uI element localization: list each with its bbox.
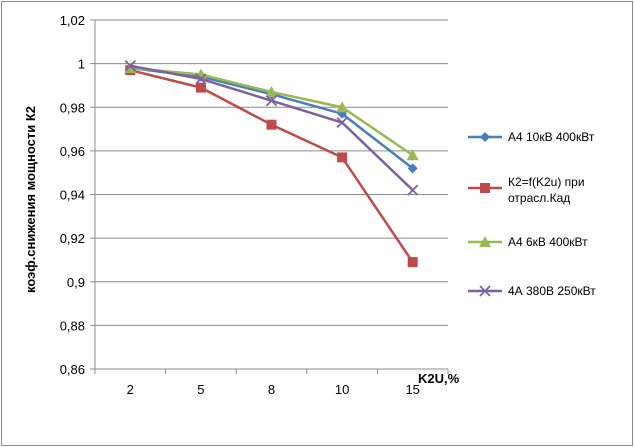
x-tick-label: 5 xyxy=(197,382,204,397)
data-point-stroke xyxy=(407,184,419,196)
data-point xyxy=(195,82,206,93)
series-4 xyxy=(124,60,419,196)
x-tick-label: 10 xyxy=(335,382,349,397)
x-axis-label: K2U,% xyxy=(418,371,460,386)
y-tick-label: 0,9 xyxy=(67,275,85,290)
data-point-stroke xyxy=(124,60,136,72)
legend-label: А4 6кВ 400кВт xyxy=(508,235,588,249)
data-point xyxy=(407,257,418,268)
data-point-stroke xyxy=(336,116,348,129)
x-tick-label: 2 xyxy=(127,382,134,397)
y-axis-label: коэф.снижения мощности К2 xyxy=(23,106,38,293)
data-point xyxy=(480,132,490,142)
y-tick-label: 0,94 xyxy=(60,188,85,203)
series-3 xyxy=(124,61,419,161)
legend-label: А4 10кВ 400кВт xyxy=(508,130,595,144)
data-point-stroke xyxy=(265,95,278,107)
data-point xyxy=(407,184,419,196)
y-tick-label: 0,96 xyxy=(60,144,85,159)
data-point xyxy=(336,101,349,113)
legend-label: 4А 380В 250кВт xyxy=(508,284,596,298)
data-point xyxy=(265,95,278,107)
legend-item: А4 10кВ 400кВт xyxy=(468,130,595,144)
legend: А4 10кВ 400кВт К2=f(K2u) при отрасл.Кад А4 … xyxy=(468,130,596,298)
data-point xyxy=(195,73,207,85)
y-tick-label: 0,88 xyxy=(60,318,85,333)
series-group xyxy=(124,60,419,268)
data-point xyxy=(479,285,491,297)
data-point xyxy=(265,85,278,97)
x-tick-labels: 2 5 8 10 15 xyxy=(127,382,420,397)
data-point-stroke xyxy=(479,285,491,297)
series-line xyxy=(130,66,414,170)
y-tick-label: 0,86 xyxy=(60,362,85,377)
data-point xyxy=(266,119,277,130)
data-point xyxy=(407,163,418,174)
data-point xyxy=(336,116,348,129)
legend-item: 4А 380В 250кВт xyxy=(468,284,596,298)
gridlines xyxy=(95,19,448,370)
y-tick-label: 0,92 xyxy=(60,231,85,246)
legend-label: К2=f(K2u) при отрасл.Кад xyxy=(508,175,585,205)
y-tick-labels: 0,86 0,88 0,9 0,92 0,94 0,96 0,98 1 1,02 xyxy=(60,13,85,377)
data-point xyxy=(124,61,137,73)
y-tick-label: 1,02 xyxy=(60,13,85,28)
y-tick-label: 0,98 xyxy=(60,100,85,115)
y-tick-label: 1 xyxy=(78,57,85,72)
data-point xyxy=(124,60,136,72)
x-tick-label: 8 xyxy=(268,382,275,397)
data-point-stroke xyxy=(195,73,207,85)
data-point xyxy=(480,183,490,193)
legend-item: К2=f(K2u) при отрасл.Кад xyxy=(468,175,585,205)
legend-item: А4 6кВ 400кВт xyxy=(468,235,588,249)
x-tick-label: 15 xyxy=(405,382,419,397)
data-point xyxy=(337,152,348,163)
data-point xyxy=(406,149,419,161)
axes xyxy=(90,19,449,374)
data-point xyxy=(479,236,491,247)
